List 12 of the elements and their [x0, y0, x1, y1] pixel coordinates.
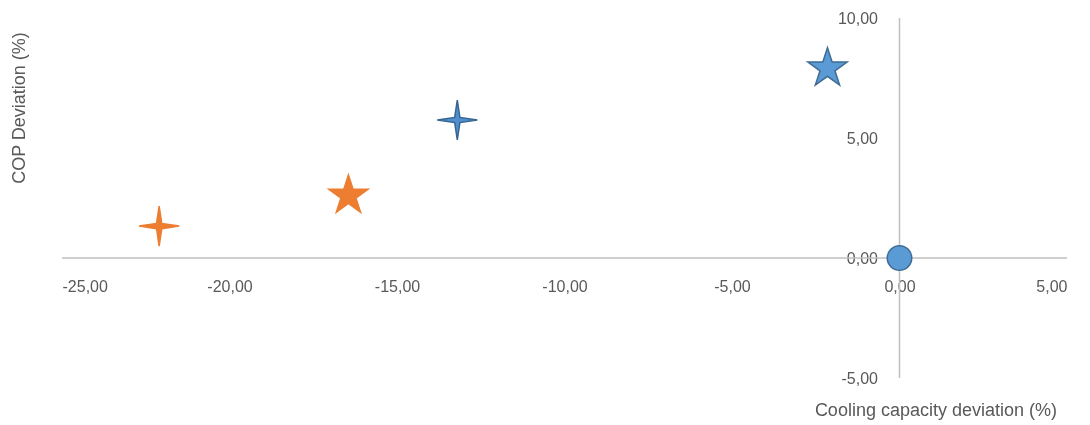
x-tick-label: -10,00	[542, 277, 588, 295]
x-tick-label: -15,00	[374, 277, 421, 295]
y-axis-title: COP Deviation (%)	[9, 32, 29, 184]
y-tick-label: -5,00	[841, 369, 879, 387]
x-tick-label: -5,00	[714, 277, 751, 295]
x-tick-label: 5,00	[1036, 277, 1068, 295]
y-tick-label: 5,00	[846, 129, 879, 147]
x-tick-label: -25,00	[62, 277, 108, 295]
y-tick-label: 10,00	[837, 9, 879, 27]
x-tick-label: -20,00	[207, 277, 253, 295]
x-axis-title: Cooling capacity deviation (%)	[814, 400, 1057, 420]
y-tick-label: 0,00	[846, 249, 879, 267]
